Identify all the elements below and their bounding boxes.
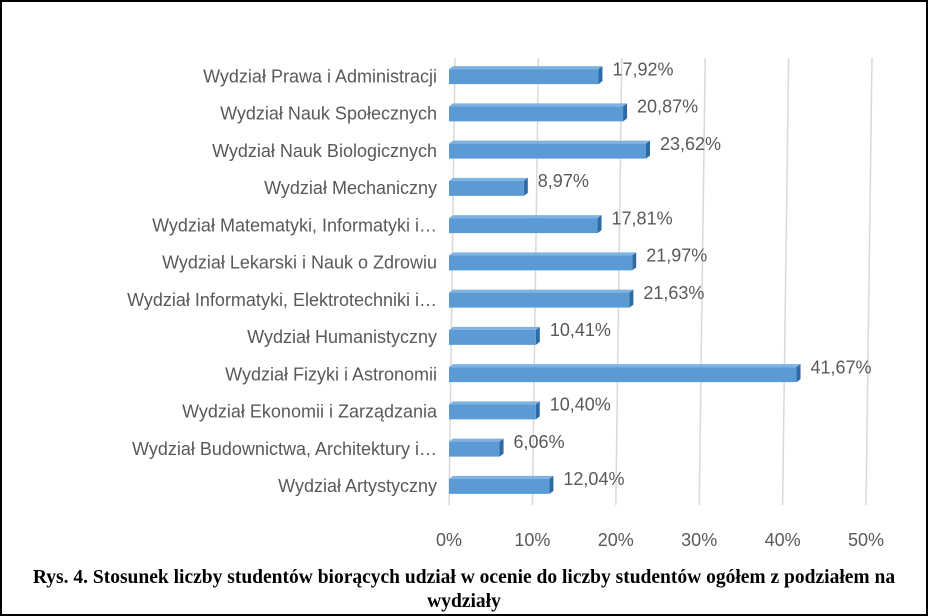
- y-tick-label: Wydział Ekonomii i Zarządzania: [182, 402, 438, 422]
- bar: [449, 478, 550, 494]
- bar-side: [632, 252, 637, 271]
- value-label: 8,97%: [538, 171, 589, 191]
- bar-top: [449, 177, 528, 181]
- bar: [449, 441, 500, 457]
- bar-side: [499, 438, 504, 457]
- bar-side: [629, 289, 634, 308]
- bar: [449, 218, 598, 234]
- bar-top: [449, 289, 634, 293]
- bar: [449, 180, 524, 196]
- bar: [449, 143, 646, 159]
- bar-top: [449, 66, 603, 70]
- y-tick-label: Wydział Budownictwa, Architektury i…: [132, 439, 437, 459]
- bar-side: [796, 364, 801, 383]
- y-tick-label: Wydział Humanistyczny: [247, 327, 437, 347]
- y-tick-label: Wydział Lekarski i Nauk o Zdrowiu: [162, 253, 437, 273]
- x-tick-label: 40%: [765, 530, 801, 550]
- value-label: 20,87%: [637, 97, 698, 117]
- bar-side: [645, 140, 650, 159]
- y-tick-label: Wydział Prawa i Administracji: [203, 66, 437, 86]
- y-tick-label: Wydział Matematyki, Informatyki i…: [152, 215, 437, 235]
- y-tick-label: Wydział Artystyczny: [278, 476, 437, 496]
- value-label: 10,40%: [550, 395, 611, 415]
- y-tick-label: Wydział Fizyki i Astronomii: [225, 364, 437, 384]
- x-tick-label: 0%: [436, 530, 462, 550]
- bar-side: [523, 177, 528, 196]
- x-tick-label: 30%: [681, 530, 717, 550]
- bar: [449, 292, 630, 308]
- bar-side: [623, 103, 628, 122]
- bar-side: [535, 326, 540, 345]
- bar-side: [598, 66, 603, 85]
- value-label: 17,92%: [612, 59, 673, 79]
- bar-side: [597, 215, 602, 234]
- y-tick-label: Wydział Informatyki, Elektrotechniki i…: [127, 290, 437, 310]
- value-label: 23,62%: [660, 134, 721, 154]
- value-label: 12,04%: [563, 469, 624, 489]
- bar: [449, 367, 797, 383]
- bar-top: [449, 401, 540, 405]
- bar: [449, 255, 633, 271]
- grid-line: [448, 57, 456, 506]
- x-tick-label: 10%: [514, 530, 550, 550]
- grid-line: [781, 57, 790, 506]
- bar-top: [449, 252, 637, 256]
- bar-top: [449, 140, 650, 144]
- bar-top: [449, 215, 602, 219]
- bar-top: [449, 438, 504, 442]
- bar: [449, 69, 599, 85]
- bar: [449, 329, 536, 345]
- y-tick-label: Wydział Mechaniczny: [264, 178, 437, 198]
- bar-top: [449, 364, 801, 368]
- bar: [449, 106, 624, 122]
- grid-line: [698, 57, 706, 506]
- value-label: 10,41%: [550, 320, 611, 340]
- x-tick-label: 50%: [848, 530, 884, 550]
- grid-line: [531, 57, 540, 506]
- chart-title: Rys. 4. Stosunek liczby studentów biorąc…: [32, 567, 896, 612]
- grid-line: [615, 57, 623, 506]
- bar-top: [449, 103, 628, 107]
- bar-top: [449, 326, 540, 330]
- value-label: 6,06%: [514, 432, 565, 452]
- grid-line: [865, 57, 873, 506]
- bar-side: [549, 475, 554, 494]
- value-label: 17,81%: [612, 208, 673, 228]
- x-tick-label: 20%: [598, 530, 634, 550]
- bar-side: [535, 401, 540, 420]
- y-tick-label: Wydział Nauk Społecznych: [220, 104, 437, 124]
- bar-top: [449, 475, 554, 479]
- bar: [449, 404, 536, 420]
- value-label: 21,63%: [643, 283, 704, 303]
- value-label: 21,97%: [646, 246, 707, 266]
- value-label: 41,67%: [811, 357, 872, 377]
- y-tick-label: Wydział Nauk Biologicznych: [212, 141, 437, 161]
